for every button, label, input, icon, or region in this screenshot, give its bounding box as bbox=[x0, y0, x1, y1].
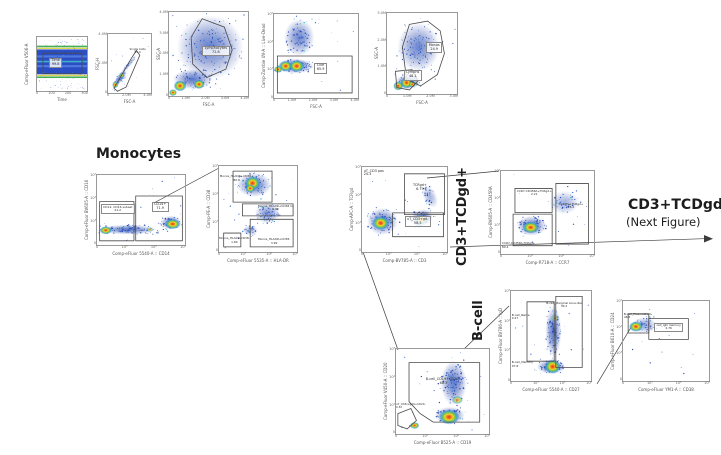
y-axis-ticks: 10⁵ 10⁴ 10³ 0 bbox=[494, 169, 500, 255]
section-label-cd3-tcrgd-pos: CD3+TCDgd+ bbox=[455, 167, 470, 267]
x-axis-ticks: 0 10³ 10⁴ 10⁵ bbox=[395, 434, 490, 438]
y-axis-ticks: 4.0M 3.0M 2.0M 1.0M 0 bbox=[159, 10, 168, 97]
x-axis-label: Comp-BV785-A :: CD3 bbox=[382, 258, 427, 263]
x-axis-ticks: 0 10³ 10⁴ 10⁵ bbox=[622, 381, 710, 385]
x-axis-ticks: 0 1.0M 2.0M 3.0M 4.0M bbox=[273, 98, 359, 102]
gate-label-cd19pos-cd20pos: B-cell_CD19+CD20+ 68.3 bbox=[425, 376, 462, 385]
scatter-density bbox=[274, 15, 354, 98]
gate-label-cd3neg-cd19pos: uT_CD3neg19+CD20- 0.32 bbox=[396, 402, 426, 410]
x-axis-label: Comp-R718-A :: CCR7 bbox=[525, 260, 570, 265]
gate-label-lymphocytes: Lymphocytes 72.8 bbox=[202, 45, 230, 57]
y-axis-label: Comp-eFluor B610-A :: CD24 bbox=[610, 312, 615, 370]
x-axis-label: FSC-A bbox=[202, 102, 215, 107]
plot-lymphocytes: SSC-A 4.0M 3.0M 2.0M 1.0M 0 Lymphocytes 72.8 … bbox=[156, 10, 249, 107]
y-axis-label: Comp-PE-A :: CD38 bbox=[206, 189, 211, 229]
scatter-density bbox=[501, 174, 594, 254]
x-axis-ticks: 0 1.0M 2.0M 3.0M bbox=[386, 94, 458, 98]
gate-label-monos: Monos 24.9 bbox=[426, 42, 443, 53]
gate-label-hladr-cd38neg: Monos_HLADR+CD38- 3.99 bbox=[258, 237, 291, 245]
scatter-density bbox=[393, 18, 456, 91]
plot-cd14-cd16: Comp-eFluor BV605-A :: CD16 10⁵ 10⁴ 10³ 0 C… bbox=[84, 173, 186, 256]
y-axis-label: Comp-eFluor V450-A :: CD20 bbox=[383, 362, 388, 421]
y-axis-label: Comp-eFluor V506-A bbox=[24, 43, 29, 85]
label-next-figure: (Next Figure) bbox=[626, 215, 701, 229]
x-axis-ticks: 0 100 200 300 bbox=[36, 91, 88, 95]
gate-label-bcell-naive: B-cell_Naive 0.27 bbox=[511, 312, 530, 320]
x-axis-ticks: 0 10³ 10⁴ 10⁵ bbox=[218, 252, 298, 256]
y-axis-label: Comp-BV605-A :: CD45RA bbox=[488, 186, 493, 239]
scatter-density bbox=[367, 167, 447, 247]
gate-label-igd-memory: cell_IgD memory 2.76 bbox=[653, 322, 684, 333]
x-axis-label: Comp-eFluor 5540-A :: CD14 bbox=[112, 251, 170, 256]
gate-label-ccr7neg-cd45raneg: CCR7-CD45RA-TCRgd+ 80.4 bbox=[501, 241, 536, 249]
x-axis-label: FSC-A bbox=[416, 100, 428, 105]
x-axis-ticks: 0 10³ 10⁴ 10⁵ bbox=[361, 252, 448, 256]
y-axis-ticks: 10⁵ 10⁴ 10³ 0 bbox=[267, 12, 273, 99]
x-axis-label: Comp-eFluor 5535-A :: HLA-DR bbox=[227, 258, 289, 263]
plot-cd19-cd20: Comp-eFluor V450-A :: CD20 10⁵ 10⁴ 10³ 0 B-… bbox=[383, 347, 490, 445]
plot-plasmablasts: Comp-eFluor B610-A :: CD24 10⁵ 10⁴ 10³ 0 B-… bbox=[610, 299, 710, 392]
gate-label-live: Live 65.9 bbox=[314, 62, 327, 74]
y-axis-ticks: 10⁵ 10⁴ 10³ 0 bbox=[90, 173, 96, 246]
gate-label-ccr7neg-cd45rapos: CCR7-CD45RA+TCRgd+ 2.21 bbox=[516, 189, 552, 197]
y-axis-ticks: 3.0M 2.0M 1.0M 0 bbox=[377, 11, 386, 95]
gate-label-single-cells: Single Cells 95.4 bbox=[129, 47, 146, 55]
arrowhead-next-figure bbox=[704, 235, 713, 243]
gate-label-cd3-pos: uT_CD3 pos 24.3 bbox=[363, 168, 384, 177]
gate-label-ccr7hi: CCR7hi+TCRgd+ 16.2 bbox=[558, 201, 584, 209]
gate-label-cd14neg-cd16: CD14- CD16 subset 21.2 bbox=[100, 204, 135, 215]
scatter-density bbox=[97, 177, 183, 245]
scatter-density bbox=[219, 170, 297, 249]
gate-label-cd14pos: CD14+ 71.9 bbox=[151, 201, 169, 213]
plot-live: Comp-Zombie UV-A :: Live-Dead 10⁵ 10⁴ 10³ 0… bbox=[261, 12, 359, 109]
gate-label-hladr-cd38lo: Monos_HLADR+CD38 lo 8.99 bbox=[258, 203, 293, 212]
gate-label-lymphs: Lymphs 48.1 bbox=[403, 69, 422, 81]
x-axis-label: FSC-A bbox=[123, 99, 136, 104]
y-axis-ticks: 10⁵ 10⁴ 10³ 0 bbox=[355, 165, 361, 253]
scatter-density bbox=[514, 291, 589, 375]
y-axis-ticks: 10⁵ 10⁴ 10³ 0 bbox=[616, 299, 622, 382]
plot-monos-lymphs: SSC-A 3.0M 2.0M 1.0M 0 Monos 24.9 Lymphs 48.1… bbox=[374, 11, 458, 105]
y-axis-ticks: 10⁵ 10⁴ 10³ 0 bbox=[504, 289, 510, 382]
y-axis-ticks: 4.0M 2.0M 0 bbox=[98, 32, 107, 94]
section-label-bcell: B-cell bbox=[471, 300, 486, 342]
plot-time-gate: Comp-eFluor V506-A Time 99.8 0 100 200 300 T… bbox=[24, 36, 88, 102]
gate-label-cd3pos-gdneg: uT_CD3+gd- 58.5 bbox=[404, 216, 431, 228]
label-cd3-tcrgd-neg: CD3+TCDgd- bbox=[628, 197, 721, 213]
gate-label-tcrgd-pos: TCRgd+ 6.79 bbox=[413, 183, 427, 191]
x-axis-label: Time bbox=[57, 97, 67, 102]
y-axis-label: Comp-APC-A :: TCRgd bbox=[349, 187, 354, 232]
gate-label-hladrneg-cd38neg: Monos_HLADR-CD38- 1.84 bbox=[219, 236, 250, 244]
y-axis-label: Comp-Zombie UV-A :: Live-Dead bbox=[261, 23, 266, 89]
x-axis-ticks: 0 10³ 10⁴ 10⁵ bbox=[96, 245, 186, 249]
plot-hladr-cd38: Comp-PE-A :: CD38 10⁵ 10⁴ 10³ 0 Monos_HLADR… bbox=[206, 164, 298, 263]
x-axis-label: Comp-eFluor YM1-A :: CD38 bbox=[638, 387, 694, 392]
x-axis-label: FSC-A bbox=[310, 104, 322, 109]
x-axis-ticks: 0 10³ 10⁴ 10⁵ bbox=[500, 254, 595, 258]
x-axis-ticks: 0 2.0M 4.0M bbox=[107, 93, 152, 97]
scatter-density bbox=[111, 37, 149, 93]
x-axis-label: Comp-eFluor 5540-A :: CD27 bbox=[522, 387, 580, 392]
gate-label-hladr-cd38pos: Monos_HLADR+CD38+ 80.8 bbox=[219, 174, 254, 182]
x-axis-ticks: 0 10³ 10⁴ 10⁵ bbox=[510, 381, 592, 385]
x-axis-ticks: 0 1.0M 2.0M 3.0M 4.0M bbox=[168, 96, 249, 100]
gate-label-bcell-marginal: B-cell_Marginal zone-like 39.2 bbox=[546, 300, 582, 309]
plot-ccr7-cd45ra: Comp-BV605-A :: CD45RA 10⁵ 10⁴ 10³ 0 CCR7-C… bbox=[488, 169, 595, 265]
scatter-density bbox=[396, 352, 485, 431]
section-label-monocytes: Monocytes bbox=[96, 146, 182, 162]
y-axis-ticks: 10⁵ 10⁴ 10³ 0 bbox=[389, 347, 395, 435]
y-axis-label: Comp-eFluor BV786-A :: IgD bbox=[498, 308, 503, 365]
plot-cd3-tcrgd: Comp-APC-A :: TCRgd 10⁵ 10⁴ 10³ 0 uT_CD3 po… bbox=[349, 165, 448, 263]
gate-label-plasmablast: B-cell_Plasmablast 46.5 bbox=[623, 312, 651, 320]
x-axis-label: Comp-eFluor B525-A :: CD19 bbox=[413, 440, 472, 445]
gate-label-bcell-memory: B-cell_Memory 97.8 bbox=[511, 360, 533, 368]
gate-label-time: Time 99.8 bbox=[49, 57, 63, 69]
y-axis-label: Comp-eFluor BV605-A :: CD16 bbox=[84, 179, 89, 241]
plot-singlets: FSC-H 4.0M 2.0M 0 Single Cells 95.4 0 2.0M 4.… bbox=[95, 32, 152, 104]
y-axis-ticks: 10⁵ 10⁴ 10³ 0 bbox=[212, 164, 218, 253]
plot-igd-cd27: Comp-eFluor BV786-A :: IgD 10⁵ 10⁴ 10³ 0 B-… bbox=[498, 289, 592, 392]
